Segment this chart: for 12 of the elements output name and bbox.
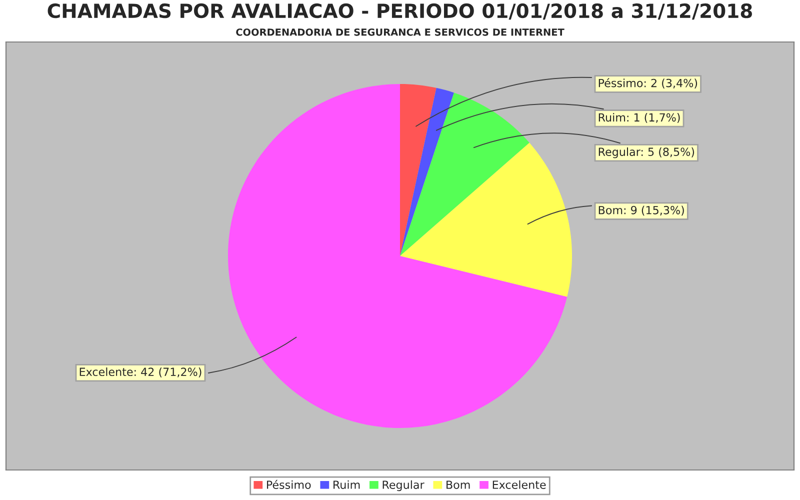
data-label: Péssimo: 2 (3,4%)	[598, 78, 698, 89]
legend-label: Bom	[446, 480, 470, 489]
legend-label: Ruim	[334, 480, 360, 489]
data-label: Excelente: 42 (71,2%)	[80, 367, 202, 378]
data-label: Regular: 5 (8,5%)	[598, 147, 694, 158]
data-label: Bom: 9 (15,3%)	[598, 206, 684, 216]
chart-subtitle: COORDENADORIA DE SEGURANCA E SERVICOS DE INTERNET	[236, 28, 564, 36]
legend-label: Regular	[382, 480, 424, 492]
legend-label: Péssimo	[267, 480, 311, 489]
chart-title: CHAMADAS POR AVALIACAO - PERIODO 01/01/2018 a 31/12/2018	[48, 3, 752, 20]
data-label: Ruim: 1 (1,7%)	[598, 113, 680, 123]
legend-label: Excelente	[492, 480, 546, 489]
